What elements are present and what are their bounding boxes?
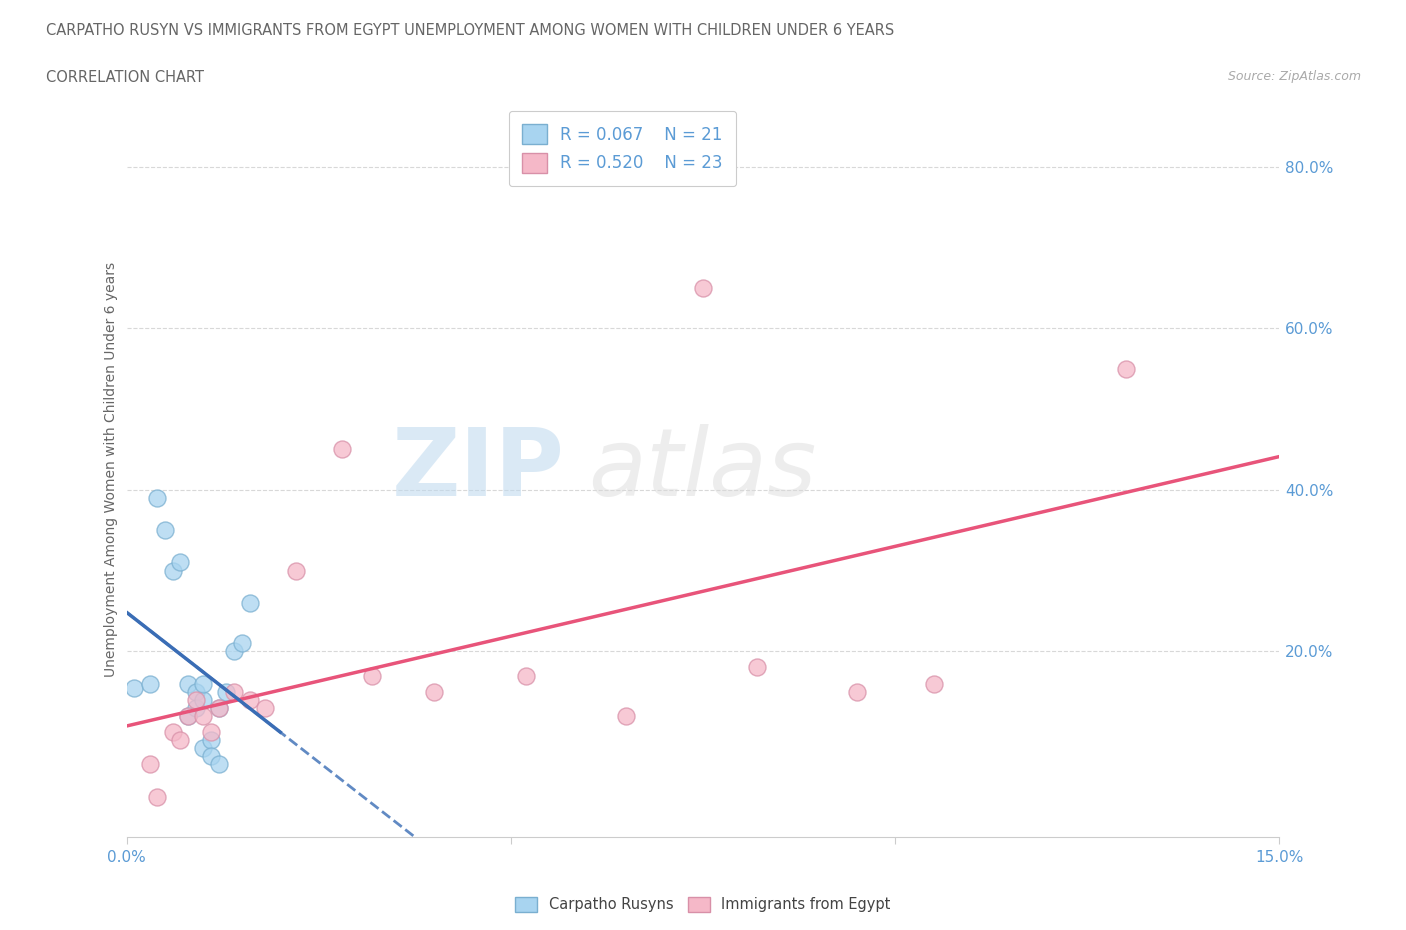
Point [193, 676, 215, 691]
Point [515, 668, 537, 683]
Point [284, 564, 307, 578]
Point [177, 709, 200, 724]
Legend: Carpatho Rusyns, Immigrants from Egypt: Carpatho Rusyns, Immigrants from Egypt [509, 891, 897, 918]
Point [162, 724, 184, 739]
Point [177, 709, 200, 724]
Point [162, 564, 184, 578]
Point [253, 700, 276, 715]
Point [224, 644, 246, 658]
Point [238, 692, 260, 707]
Point [169, 733, 191, 748]
Point [922, 676, 945, 691]
Text: atlas: atlas [588, 424, 815, 515]
Point [200, 733, 222, 748]
Text: CARPATHO RUSYN VS IMMIGRANTS FROM EGYPT UNEMPLOYMENT AMONG WOMEN WITH CHILDREN U: CARPATHO RUSYN VS IMMIGRANTS FROM EGYPT … [46, 23, 894, 38]
Point [745, 660, 768, 675]
Point [146, 790, 169, 804]
Point [122, 680, 145, 695]
Point [215, 684, 238, 699]
Point [224, 684, 246, 699]
Point [614, 709, 637, 724]
Point [692, 281, 714, 296]
Point [177, 676, 200, 691]
Point [193, 692, 215, 707]
Point [208, 700, 231, 715]
Point [361, 668, 384, 683]
Point [138, 757, 160, 772]
Point [153, 523, 176, 538]
Point [1115, 361, 1137, 376]
Point [845, 684, 868, 699]
Point [238, 595, 260, 610]
Point [330, 442, 353, 457]
Text: Source: ZipAtlas.com: Source: ZipAtlas.com [1227, 70, 1361, 83]
Point [208, 700, 231, 715]
Point [184, 692, 207, 707]
Y-axis label: Unemployment Among Women with Children Under 6 years: Unemployment Among Women with Children U… [104, 262, 118, 677]
Point [184, 700, 207, 715]
Legend: R = 0.067    N = 21, R = 0.520    N = 23: R = 0.067 N = 21, R = 0.520 N = 23 [509, 111, 737, 186]
Point [423, 684, 446, 699]
Point [200, 749, 222, 764]
Point [184, 684, 207, 699]
Point [193, 709, 215, 724]
Point [146, 490, 169, 505]
Point [200, 724, 222, 739]
Text: CORRELATION CHART: CORRELATION CHART [46, 70, 204, 85]
Point [208, 757, 231, 772]
Point [169, 555, 191, 570]
Point [138, 676, 160, 691]
Point [193, 741, 215, 756]
Point [231, 636, 253, 651]
Text: ZIP: ZIP [392, 424, 565, 515]
